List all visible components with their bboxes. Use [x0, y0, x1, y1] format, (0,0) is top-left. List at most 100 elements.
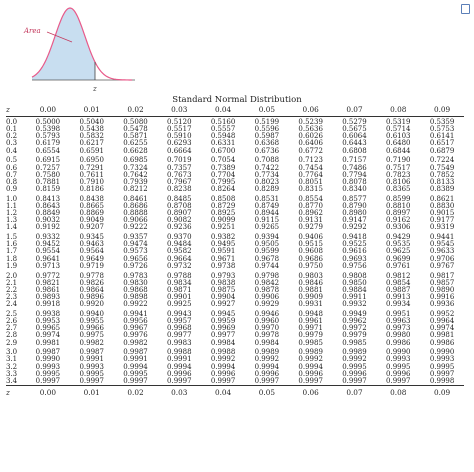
table-row: 2.1 0.9821 0.9826 0.9830 0.9834 0.9838 0.9842 0… [6, 278, 464, 287]
table-row: 2.6 0.9953 0.9955 0.9956 0.9957 0.9959 0.9960 0… [6, 317, 464, 326]
row-z-value: 0.4 [6, 146, 18, 155]
probability-cell: 0.9991 [167, 355, 192, 364]
probability-cell: 0.9909 [298, 292, 323, 301]
probability-cell: 0.9887 [386, 285, 411, 294]
probability-cell: 0.9990 [386, 348, 411, 357]
probability-cell: 0.9236 [167, 223, 192, 232]
probability-cell: 0.9984 [210, 338, 236, 347]
probability-cell: 0.7995 [210, 177, 236, 186]
probability-cell: 0.7910 [79, 177, 104, 186]
probability-cell: 0.7454 [298, 163, 323, 172]
probability-cell: 0.9957 [167, 317, 192, 326]
probability-cell: 0.9964 [429, 317, 455, 326]
probability-cell: 0.9996 [298, 369, 323, 378]
probability-cell: 0.9987 [123, 348, 148, 357]
probability-cell: 0.6443 [342, 139, 367, 148]
probability-cell: 0.6591 [79, 146, 104, 155]
probability-cell: 0.9861 [35, 285, 61, 294]
probability-cell: 0.8023 [254, 177, 280, 186]
probability-cell: 0.8621 [429, 194, 455, 203]
row-z-value: 0.6 [6, 163, 18, 172]
probability-cell: 0.9744 [254, 261, 280, 270]
probability-cell: 0.8365 [386, 185, 411, 193]
probability-cell: 0.8461 [123, 194, 148, 203]
probability-cell: 0.8554 [298, 194, 323, 203]
probability-cell: 0.9162 [386, 216, 411, 225]
probability-cell: 0.9222 [123, 223, 148, 232]
probability-cell: 0.6554 [35, 146, 61, 155]
table-row: 2.3 0.9893 0.9896 0.9898 0.9901 0.9904 0.9906 0… [6, 292, 464, 301]
row-z-value: 3.3 [6, 369, 18, 378]
probability-cell: 0.8264 [210, 185, 236, 193]
probability-cell: 0.9941 [123, 309, 148, 318]
row-z-value: 1.5 [6, 233, 18, 242]
probability-cell: 0.9996 [167, 369, 192, 378]
probability-cell: 0.6064 [342, 132, 367, 141]
probability-cell: 0.9850 [342, 278, 367, 287]
footer-col-6: 0.05 [244, 385, 289, 399]
probability-cell: 0.9980 [386, 331, 411, 340]
probability-cell: 0.6026 [298, 132, 323, 141]
footer-col-5: 0.04 [201, 385, 245, 399]
probability-cell: 0.9357 [123, 233, 148, 242]
probability-cell: 0.9984 [254, 338, 280, 347]
table-row: 2.7 0.9965 0.9966 0.9967 0.9968 0.9969 0.9970 0… [6, 325, 464, 332]
probability-cell: 0.9535 [386, 240, 411, 249]
area-label: Area [23, 27, 41, 35]
row-z-value: 2.8 [6, 331, 18, 340]
probability-cell: 0.8389 [429, 185, 455, 193]
probability-cell: 0.9997 [35, 376, 61, 385]
probability-cell: 0.9949 [342, 309, 367, 318]
probability-cell: 0.9732 [167, 261, 192, 270]
probability-cell: 0.9251 [210, 223, 236, 232]
probability-cell: 0.9995 [35, 369, 61, 378]
probability-cell: 0.8643 [35, 201, 61, 210]
probability-cell: 0.9345 [79, 233, 104, 242]
probability-cell: 0.7357 [167, 163, 192, 172]
probability-cell: 0.9945 [210, 309, 236, 318]
probability-cell: 0.9896 [79, 292, 104, 301]
probability-cell: 0.9934 [386, 300, 411, 309]
row-z-value: 2.9 [6, 338, 18, 347]
probability-cell: 0.9986 [386, 338, 411, 347]
probability-cell: 0.8888 [123, 209, 148, 218]
probability-cell: 0.7939 [123, 177, 148, 186]
probability-cell: 0.8708 [167, 201, 192, 210]
probability-cell: 0.6628 [123, 146, 148, 155]
probability-cell: 0.9793 [210, 271, 236, 280]
probability-cell: 0.6736 [254, 146, 280, 155]
probability-cell: 0.6368 [254, 139, 280, 148]
probability-cell: 0.9940 [79, 309, 104, 318]
probability-cell: 0.9463 [79, 240, 104, 249]
row-z-value: 3.2 [6, 362, 18, 371]
probability-cell: 0.9997 [210, 376, 236, 385]
probability-cell: 0.6406 [298, 139, 323, 148]
probability-cell: 0.9976 [123, 331, 148, 340]
probability-cell: 0.7054 [210, 156, 236, 165]
probability-cell: 0.9834 [167, 278, 192, 287]
probability-cell: 0.9192 [35, 223, 61, 232]
table-row: 2.9 0.9981 0.9982 0.9982 0.9983 0.9984 0.9984 0… [6, 338, 464, 347]
probability-cell: 0.9996 [342, 369, 367, 378]
probability-cell: 0.9671 [210, 254, 236, 263]
header-z: z [6, 103, 26, 117]
probability-cell: 0.9995 [123, 369, 148, 378]
footer-col-2: 0.01 [69, 385, 114, 399]
probability-cell: 0.5557 [210, 125, 236, 134]
probability-cell: 0.9995 [79, 369, 104, 378]
probability-cell: 0.8289 [254, 185, 280, 193]
probability-cell: 0.5438 [79, 125, 104, 134]
probability-cell: 0.9772 [35, 271, 61, 280]
probability-cell: 0.8790 [342, 201, 367, 210]
probability-cell: 0.5871 [123, 132, 148, 141]
square-icon[interactable] [461, 4, 470, 14]
probability-cell: 0.9884 [342, 285, 367, 294]
probability-cell: 0.8962 [298, 209, 323, 218]
probability-cell: 0.9913 [386, 292, 411, 301]
probability-cell: 0.5636 [298, 125, 323, 134]
row-z-value: 1.9 [6, 261, 18, 270]
probability-cell: 0.9983 [167, 338, 192, 347]
row-z-value: 1.7 [6, 247, 18, 256]
probability-cell: 0.8599 [386, 194, 411, 203]
row-z-value: 0.3 [6, 139, 18, 148]
